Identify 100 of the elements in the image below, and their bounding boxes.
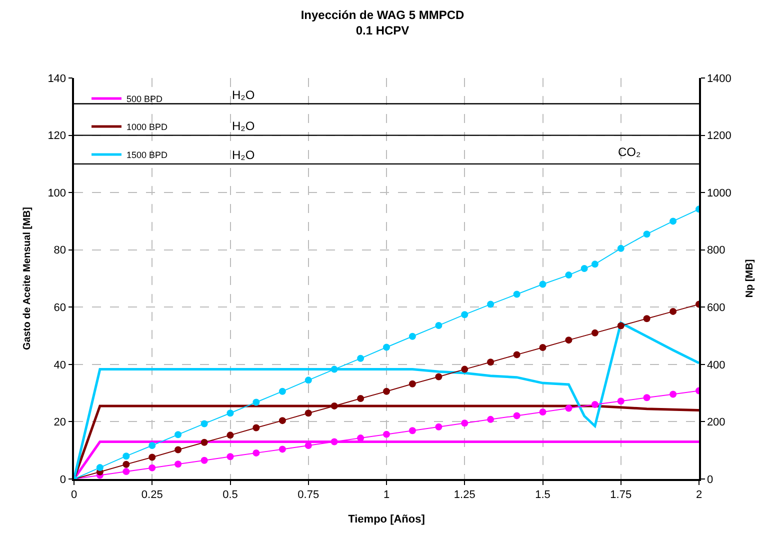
point (591, 401, 598, 408)
y-tick-label: 140 (48, 72, 66, 85)
point (148, 442, 156, 449)
point (565, 336, 572, 344)
x-tick-label: 0.25 (141, 488, 163, 501)
point (435, 322, 442, 329)
point (461, 366, 468, 373)
x-tick-label: 1.75 (610, 488, 632, 501)
y-tick-label: 100 (48, 187, 66, 200)
point (513, 412, 520, 420)
point (408, 332, 416, 340)
point (487, 416, 494, 423)
y2-tick-label: 0 (706, 474, 714, 486)
point (408, 380, 416, 388)
point (383, 344, 390, 351)
point (330, 438, 338, 446)
point (487, 300, 494, 308)
point (617, 398, 624, 405)
y-tick-label: 60 (54, 302, 66, 314)
point (565, 272, 572, 279)
point (278, 417, 286, 424)
y2-tick-label: 600 (706, 302, 726, 314)
point (539, 344, 546, 352)
point (200, 420, 208, 428)
ref-line-label: H₂O (232, 119, 255, 133)
legend-label: 500 BPD (126, 94, 164, 104)
point (383, 388, 390, 395)
point (226, 410, 234, 417)
point (330, 402, 338, 410)
point (670, 390, 677, 398)
y2-tick-label: 1000 (706, 187, 732, 200)
point (435, 373, 442, 380)
point (617, 322, 624, 330)
point (487, 358, 494, 366)
chart-title: Inyección de WAG 5 MMPCD (300, 8, 465, 22)
y2-tick-label: 800 (706, 244, 726, 257)
point (174, 431, 182, 438)
point (357, 395, 364, 402)
point (539, 280, 546, 288)
x-tick-label: 2 (696, 488, 702, 501)
point (122, 460, 130, 468)
y-tick-label: 40 (54, 359, 66, 372)
point (226, 453, 234, 460)
x-tick-label: 0.5 (222, 488, 238, 501)
point (174, 460, 182, 468)
point (148, 454, 156, 461)
point (591, 260, 598, 268)
point (252, 449, 260, 456)
legend-label: 1000 BPD (126, 122, 168, 132)
y-tick-label: 20 (54, 416, 66, 429)
point (278, 446, 286, 453)
point (226, 432, 234, 439)
point (643, 315, 650, 322)
point (565, 404, 572, 412)
point (252, 424, 260, 432)
ref-line-label: H₂O (232, 148, 255, 162)
point (304, 376, 312, 384)
x-tick-label: 0 (70, 488, 78, 501)
point (174, 446, 182, 454)
point (461, 420, 468, 427)
y-tick-label: 80 (54, 244, 66, 257)
point (96, 464, 104, 472)
point (617, 244, 624, 252)
y2-tick-label: 200 (706, 416, 726, 429)
point (513, 351, 520, 358)
x-tick-label: 1.25 (454, 488, 476, 501)
point (122, 452, 130, 460)
point (408, 427, 416, 434)
point (252, 398, 260, 406)
y2-tick-label: 1400 (706, 72, 732, 85)
point (643, 230, 650, 238)
y2-axis-title: Np [MB] (744, 259, 756, 298)
point (539, 408, 546, 416)
x-tick-label: 0.75 (298, 488, 320, 501)
point (580, 264, 588, 272)
point (383, 430, 390, 438)
point (200, 456, 208, 464)
chart-subtitle: 0.1 HCPV (356, 23, 410, 38)
point (122, 468, 130, 476)
y-tick-label: 120 (48, 130, 66, 142)
point (278, 388, 286, 395)
y2-tick-label: 1200 (706, 130, 732, 142)
y2-tick-label: 400 (706, 359, 726, 372)
point (330, 366, 338, 373)
ref-line-label: H₂O (232, 88, 255, 102)
x-tick-label: 1.5 (535, 488, 550, 501)
point (461, 311, 468, 318)
point (357, 354, 364, 362)
point (200, 438, 208, 446)
legend-label: 1500 BPD (126, 150, 168, 160)
point (435, 423, 442, 430)
x-tick-label: 1 (383, 488, 390, 501)
annotation: CO₂ (618, 145, 641, 159)
y-axis-title: Gasto de Aceite Mensual [MB] (22, 207, 34, 350)
x-axis-title: Tiempo [Años] (348, 514, 426, 526)
point (591, 329, 598, 336)
point (670, 308, 677, 315)
point (670, 218, 677, 225)
y-tick-label: 0 (60, 474, 66, 486)
point (304, 410, 312, 417)
